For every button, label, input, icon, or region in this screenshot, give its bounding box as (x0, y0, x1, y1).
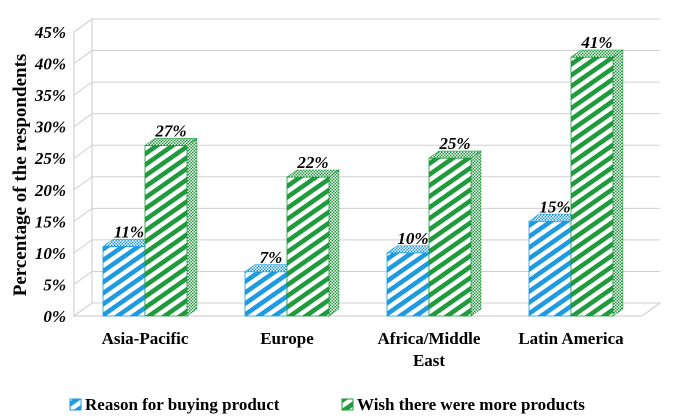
legend-swatch (341, 398, 354, 411)
bar (144, 137, 198, 317)
legend-item: Wish there were more products (341, 395, 585, 414)
y-tick-label: 25% (34, 149, 66, 168)
y-tick-label: 5% (43, 275, 66, 294)
y-tick-label: 45% (34, 23, 66, 42)
bar-front (286, 176, 330, 317)
data-label: 22% (296, 153, 328, 172)
gridline (73, 18, 660, 33)
data-label: 7% (260, 248, 283, 267)
legend-swatch (69, 398, 82, 411)
bar-side (186, 137, 198, 317)
data-label: 25% (438, 134, 470, 153)
data-label: 15% (539, 197, 570, 216)
y-tick-label: 35% (34, 86, 66, 105)
legend-label: Reason for buying product (85, 395, 280, 414)
legend-label: Wish there were more products (357, 395, 585, 414)
data-labels: 11% 27% 7% 22% 10% 25% 15% 41% (114, 33, 613, 267)
side-wall (73, 18, 93, 317)
bar (428, 150, 482, 317)
bar-front (244, 271, 288, 317)
legend-item: Reason for buying product (69, 395, 280, 414)
legend: Reason for buying product Wish there were… (69, 395, 585, 414)
bar-side (470, 150, 482, 317)
y-tick-label: 20% (34, 181, 66, 200)
gridline (73, 113, 660, 128)
bars (102, 49, 624, 317)
bar-front (144, 145, 188, 317)
category-label: Asia-Pacific (102, 329, 189, 348)
data-label: 27% (154, 122, 186, 141)
y-tick-label: 30% (34, 118, 66, 137)
gridline (73, 81, 660, 96)
data-label: 41% (580, 33, 612, 52)
data-label: 11% (114, 223, 144, 242)
bar-front (102, 246, 146, 317)
y-tick-label: 40% (34, 55, 66, 74)
bar-front (528, 220, 572, 317)
category-label: Europe (260, 329, 314, 348)
category-labels: Asia-Pacific Europe Africa/Middle East Latin… (102, 329, 625, 370)
gridline (73, 50, 660, 64)
bar-side (612, 49, 624, 317)
bar (570, 49, 624, 317)
y-tick-label: 0% (43, 307, 66, 326)
gridline (73, 144, 660, 159)
y-tick-label: 15% (35, 212, 66, 231)
y-tick-labels: 0% 5% 10% 15% 20% 25% 30% 35% 40% 45% (34, 23, 66, 326)
y-tick-label: 10% (35, 244, 66, 263)
category-label: Africa/Middle East (378, 329, 481, 370)
bar (286, 169, 340, 317)
data-label: 10% (397, 229, 428, 248)
bar-front (570, 56, 614, 317)
bar-side (328, 169, 340, 317)
bar-front (428, 157, 472, 317)
category-label: Latin America (518, 329, 624, 348)
y-axis-label: Percentage of the respondents (10, 54, 31, 297)
bar-front (386, 252, 430, 317)
